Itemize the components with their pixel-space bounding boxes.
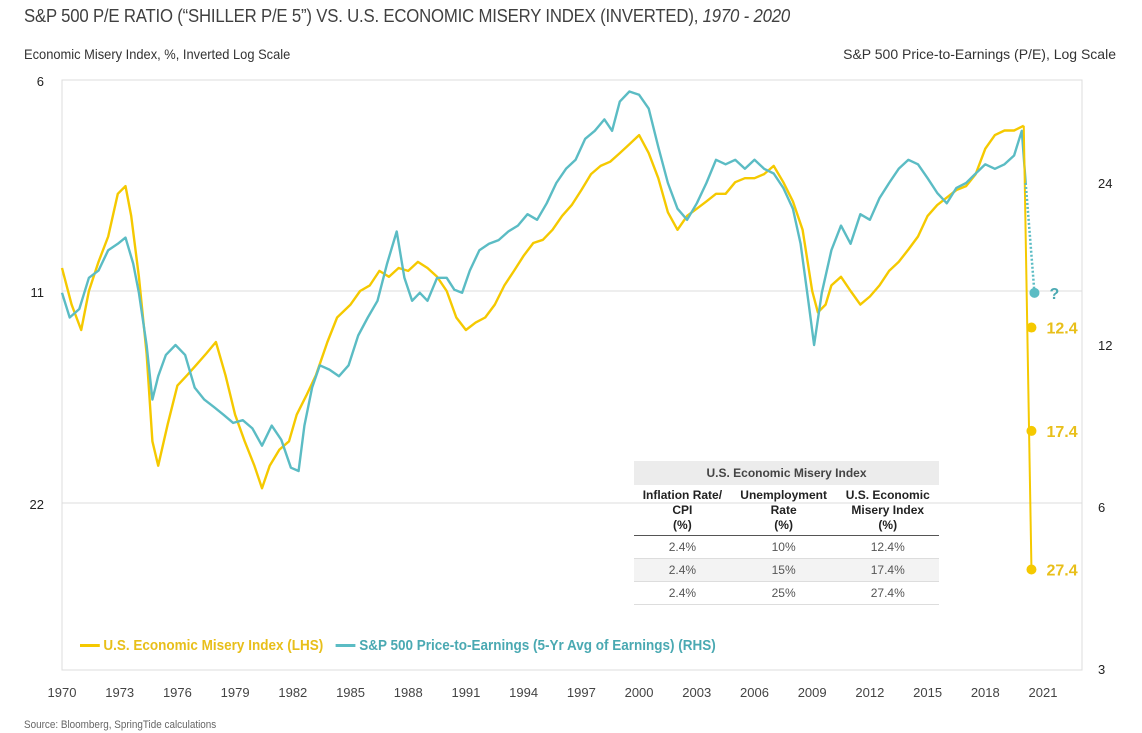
- misery-index-table: U.S. Economic Misery Index Inflation Rat…: [634, 461, 939, 605]
- x-tick-label: 1973: [105, 685, 134, 700]
- plot-frame: [61, 79, 1083, 671]
- x-tick-label: 1997: [567, 685, 596, 700]
- misery-scenario-point: [1026, 425, 1037, 436]
- table-row: 2.4% 15% 17.4%: [634, 558, 939, 582]
- x-tick-label: 1970: [48, 685, 77, 700]
- x-tick-label: 2021: [1029, 685, 1058, 700]
- x-tick-label: 1985: [336, 685, 365, 700]
- right-tick-label: 24: [1098, 176, 1112, 191]
- legend-label-pe: S&P 500 Price-to-Earnings (5-Yr Avg of E…: [359, 637, 716, 654]
- misery-scenario-label: 12.4: [1046, 321, 1077, 338]
- left-tick-label: 6: [37, 74, 44, 89]
- chart-legend: U.S. Economic Misery Index (LHS) S&P 500…: [80, 637, 728, 654]
- table-cell: 15%: [730, 558, 837, 582]
- x-tick-label: 2003: [682, 685, 711, 700]
- chart-title: S&P 500 P/E RATIO (“SHILLER P/E 5”) VS. …: [24, 6, 790, 27]
- misery-scenario-label: 17.4: [1046, 424, 1077, 441]
- table-cell: 25%: [730, 581, 837, 605]
- table-row: 2.4% 10% 12.4%: [634, 535, 939, 559]
- table-title: U.S. Economic Misery Index: [634, 461, 939, 485]
- table-cell: 27.4%: [836, 581, 939, 605]
- table-row: 2.4% 25% 27.4%: [634, 581, 939, 605]
- chart-title-years: 1970 - 2020: [702, 6, 791, 26]
- misery-scenario-point: [1026, 322, 1037, 333]
- x-tick-label: 2006: [740, 685, 769, 700]
- x-tick-label: 1988: [394, 685, 423, 700]
- legend-swatch-pe: [335, 644, 356, 647]
- x-tick-label: 2000: [625, 685, 654, 700]
- right-tick-label: 6: [1098, 500, 1105, 515]
- left-axis-label: Economic Misery Index, %, Inverted Log S…: [24, 46, 291, 62]
- table-cell: 12.4%: [836, 535, 939, 559]
- table-cell: 2.4%: [634, 535, 731, 559]
- table-header-misery: U.S. Economic Misery Index (%): [836, 485, 939, 536]
- x-tick-label: 2009: [798, 685, 827, 700]
- x-tick-label: 1979: [221, 685, 250, 700]
- misery-scenario-line: [1022, 125, 1033, 570]
- misery-index-line: [60, 124, 1025, 490]
- table-header-unemployment: Unemployment Rate (%): [730, 485, 837, 536]
- x-tick-label: 1991: [451, 685, 480, 700]
- x-tick-label: 1976: [163, 685, 192, 700]
- x-tick-label: 1994: [509, 685, 538, 700]
- table-header-inflation: Inflation Rate/CPI (%): [634, 485, 731, 536]
- x-tick-label: 2015: [913, 685, 942, 700]
- table-cell: 10%: [730, 535, 837, 559]
- left-tick-label: 11: [31, 285, 45, 300]
- source-note: Source: Bloomberg, SpringTide calculatio…: [24, 719, 217, 731]
- table-cell: 2.4%: [634, 581, 731, 605]
- x-tick-label: 1982: [278, 685, 307, 700]
- pe-scenario-point: [1029, 287, 1040, 298]
- legend-swatch-misery: [80, 644, 100, 647]
- misery-scenario-point: [1026, 564, 1037, 575]
- pe-scenario-label: ?: [1049, 286, 1059, 303]
- chart-title-text: S&P 500 P/E RATIO (“SHILLER P/E 5”) VS. …: [24, 6, 703, 26]
- x-tick-label: 2018: [971, 685, 1000, 700]
- right-tick-label: 3: [1098, 662, 1105, 677]
- x-tick-label: 2012: [855, 685, 884, 700]
- pe-ratio-line: [60, 90, 1027, 473]
- legend-item-pe: S&P 500 Price-to-Earnings (5-Yr Avg of E…: [335, 637, 716, 654]
- misery-scenario-label: 27.4: [1046, 562, 1077, 579]
- table-cell: 17.4%: [836, 558, 939, 582]
- right-axis-label: S&P 500 Price-to-Earnings (P/E), Log Sca…: [843, 46, 1116, 62]
- legend-item-misery: U.S. Economic Misery Index (LHS): [80, 637, 323, 654]
- right-tick-label: 12: [1098, 338, 1112, 353]
- table-cell: 2.4%: [634, 558, 731, 582]
- left-tick-label: 22: [30, 497, 44, 512]
- legend-label-misery: U.S. Economic Misery Index (LHS): [103, 637, 324, 654]
